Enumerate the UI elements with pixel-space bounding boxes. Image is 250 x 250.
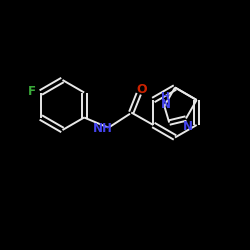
Text: F: F [28, 85, 36, 98]
Text: H: H [161, 92, 170, 102]
Text: NH: NH [92, 122, 112, 135]
Text: O: O [136, 83, 147, 96]
Text: N: N [160, 98, 170, 111]
Text: N: N [183, 120, 193, 133]
